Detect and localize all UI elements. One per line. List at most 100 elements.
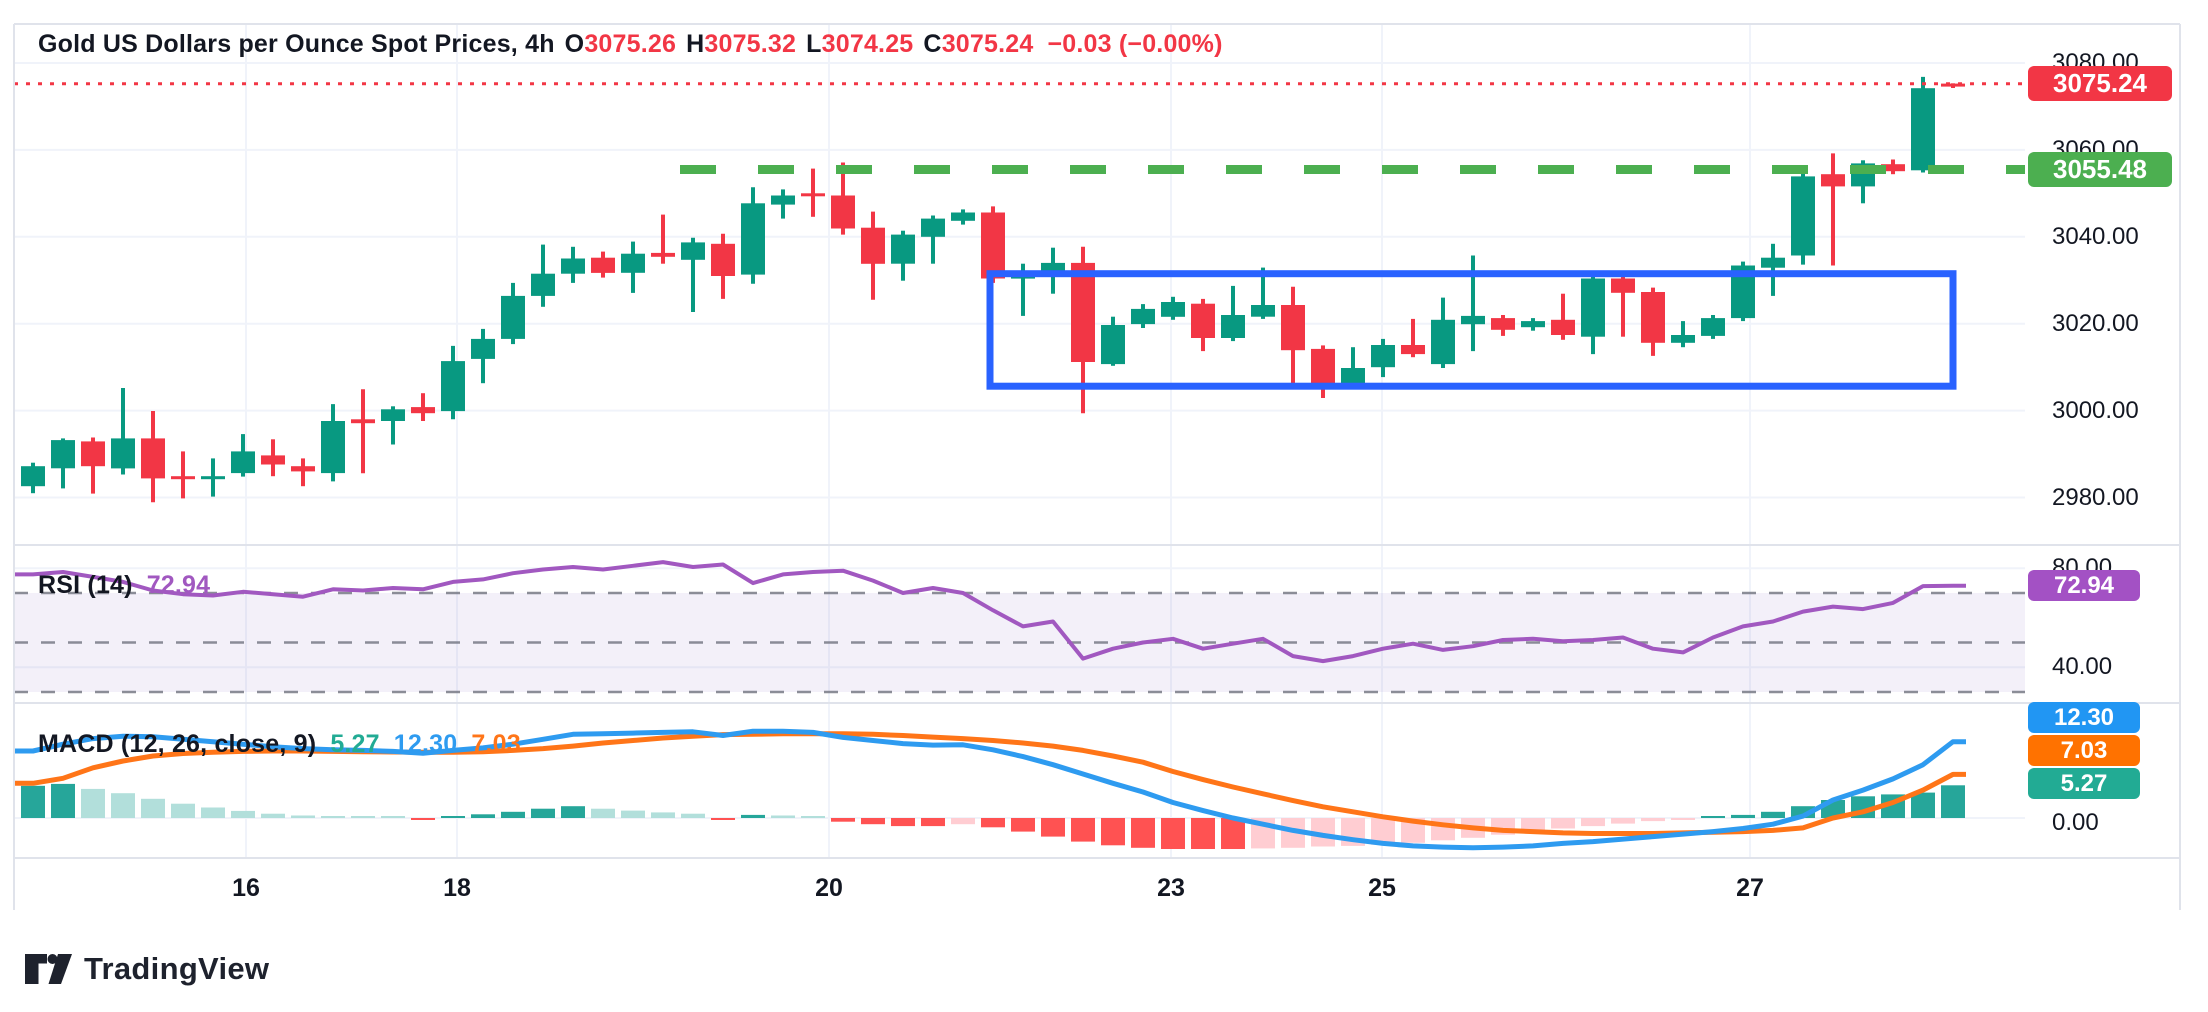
alert-price-badge: 3055.48: [2028, 152, 2172, 187]
macd-histogram-bar: [591, 808, 615, 818]
candle-body: [981, 212, 1005, 279]
macd-histogram-bar: [1011, 818, 1035, 832]
candle-body: [1041, 262, 1065, 272]
candle-body: [1221, 315, 1245, 338]
macd-histogram-bar: [1191, 818, 1215, 849]
macd-histogram-bar: [1581, 818, 1605, 827]
time-axis-label: 23: [1157, 874, 1185, 902]
candle-body: [1071, 262, 1095, 362]
macd-histogram-bar: [1071, 818, 1095, 842]
price-axis-label: 2980.00: [2052, 483, 2139, 511]
price-axis-label: 3000.00: [2052, 396, 2139, 424]
macd-signal-badge: 7.03: [2028, 735, 2140, 766]
candle-body: [1131, 308, 1155, 325]
candle-body: [1461, 315, 1485, 325]
macd-histogram-bar: [1731, 814, 1755, 818]
macd-histogram-bar: [741, 814, 765, 818]
candle-body: [1161, 302, 1185, 317]
candle-body: [921, 218, 945, 237]
candle-body: [351, 419, 375, 424]
macd-histogram-bar: [381, 816, 405, 818]
rsi-badge: 72.94: [2028, 570, 2140, 601]
macd-histogram-bar: [1101, 818, 1125, 846]
candle-body: [411, 407, 435, 414]
macd-histogram-bar: [1161, 818, 1185, 849]
macd-histogram-bar: [1041, 818, 1065, 837]
candle-body: [1641, 292, 1665, 343]
macd-histogram-bar: [21, 785, 45, 818]
macd-histogram-bar: [1131, 818, 1155, 848]
time-axis-label: 18: [443, 874, 471, 902]
rsi-line: [14, 560, 1966, 664]
candle-body: [471, 338, 495, 359]
candle-body: [321, 421, 345, 474]
macd-histogram-bar: [1671, 818, 1695, 820]
rsi-value: 72.94: [146, 571, 211, 599]
tradingview-logo-text: TradingView: [84, 951, 270, 986]
change-value: −0.03 (−0.00%): [1047, 30, 1223, 58]
candle-body: [1881, 164, 1905, 172]
macd-histogram-bar: [321, 816, 345, 818]
candle-body: [21, 466, 45, 487]
time-axis-label: 16: [232, 874, 260, 902]
candle-body: [1581, 278, 1605, 337]
candle-body: [1401, 345, 1425, 355]
macd-histogram-bar: [531, 808, 555, 818]
candle-body: [1191, 303, 1215, 338]
rsi-legend[interactable]: RSI (14) 72.94: [38, 571, 210, 600]
macd-histogram-bar: [1941, 785, 1965, 818]
candle-body: [1371, 345, 1395, 368]
macd-histogram-bar: [141, 798, 165, 818]
low-key: L: [806, 30, 822, 58]
macd-histogram-bar: [201, 807, 225, 818]
candle-body: [1251, 305, 1275, 317]
macd-histogram-bar: [501, 811, 525, 818]
price-axis-label: 40.00: [2052, 653, 2113, 681]
macd-hist-value: 5.27: [330, 730, 380, 758]
symbol-legend[interactable]: Gold US Dollars per Ounce Spot Prices, 4…: [38, 30, 1223, 59]
low-value: 3074.25: [821, 30, 914, 58]
macd-histogram-bar: [1911, 792, 1935, 818]
candle-body: [1521, 321, 1545, 328]
candle-body: [531, 273, 555, 296]
macd-histogram-bar: [111, 793, 135, 818]
time-axis-label: 25: [1368, 874, 1396, 902]
candle-body: [1611, 278, 1635, 293]
macd-histogram-bar: [471, 814, 495, 818]
price-axis-label: 3040.00: [2052, 222, 2139, 250]
close-value: 3075.24: [941, 30, 1034, 58]
candle-body: [1941, 83, 1965, 87]
high-value: 3075.32: [704, 30, 797, 58]
macd-histogram-bar: [561, 806, 585, 818]
macd-histogram-bar: [1641, 818, 1665, 822]
candle-body: [1761, 257, 1785, 268]
macd-histogram-bar: [1701, 816, 1725, 818]
candle-body: [51, 440, 75, 469]
candle-body: [801, 193, 825, 197]
macd-histogram-bar: [441, 816, 465, 818]
macd-histogram-bar: [81, 788, 105, 818]
candle-body: [1911, 88, 1935, 171]
candle-body: [201, 476, 225, 480]
candle-body: [561, 258, 585, 274]
macd-legend[interactable]: MACD (12, 26, close, 9) 5.27 12.30 7.03: [38, 730, 521, 759]
candle-body: [831, 195, 855, 229]
candle-body: [1101, 325, 1125, 365]
candle-body: [651, 252, 675, 257]
candle-body: [861, 227, 885, 264]
candle-body: [381, 409, 405, 421]
close-key: C: [923, 30, 942, 58]
macd-hist-badge: 5.27: [2028, 768, 2140, 799]
candle-body: [111, 438, 135, 469]
macd-histogram-bar: [1521, 818, 1545, 833]
time-axis-label: 20: [815, 874, 843, 902]
candle-body: [741, 203, 765, 275]
candle-body: [501, 295, 525, 339]
tradingview-logo[interactable]: TradingView: [25, 951, 269, 987]
macd-histogram-bar: [831, 818, 855, 822]
candle-body: [1821, 174, 1845, 187]
time-axis-label: 27: [1736, 874, 1764, 902]
macd-histogram-bar: [351, 816, 375, 818]
